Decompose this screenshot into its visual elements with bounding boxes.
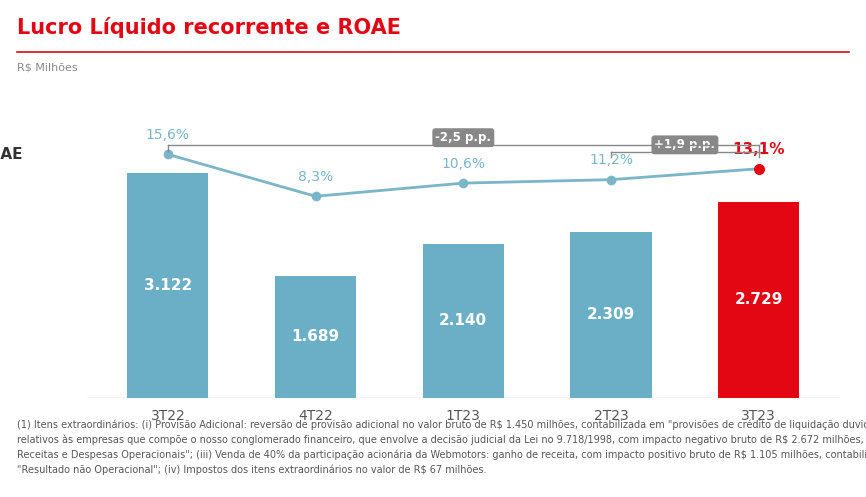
Text: ROAE: ROAE [0, 147, 23, 162]
Text: R$ Milhões: R$ Milhões [17, 62, 78, 72]
Text: 8,3%: 8,3% [298, 170, 333, 184]
Text: 1.689: 1.689 [292, 330, 339, 344]
Bar [275, 276, 356, 398]
Text: 13,1%: 13,1% [733, 142, 785, 157]
Text: (1) Itens extraordinários: (i) Provisão Adicional: reversão de provisão adiciona: (1) Itens extraordinários: (i) Provisão … [17, 420, 866, 430]
Bar [571, 232, 651, 398]
Text: 2.309: 2.309 [587, 307, 635, 322]
Text: 3.122: 3.122 [144, 278, 192, 293]
Text: +1,9 p.p.: +1,9 p.p. [655, 138, 715, 152]
Text: relativos às empresas que compõe o nosso conglomerado financeiro, que envolve a : relativos às empresas que compõe o nosso… [17, 435, 866, 445]
Text: 10,6%: 10,6% [442, 157, 485, 171]
Text: 15,6%: 15,6% [145, 128, 190, 142]
Bar [423, 244, 504, 398]
Text: 11,2%: 11,2% [589, 154, 633, 167]
Text: -2,5 p.p.: -2,5 p.p. [436, 131, 491, 144]
Text: 2.729: 2.729 [734, 292, 783, 307]
Text: "Resultado não Operacional"; (iv) Impostos dos itens extraordinários no valor de: "Resultado não Operacional"; (iv) Impost… [17, 465, 487, 475]
Bar [718, 202, 799, 398]
Bar [127, 173, 209, 398]
Text: Receitas e Despesas Operacionais"; (iii) Venda de 40% da participação acionária : Receitas e Despesas Operacionais"; (iii)… [17, 450, 866, 460]
Text: 2.140: 2.140 [439, 313, 488, 329]
Text: Lucro Líquido recorrente e ROAE: Lucro Líquido recorrente e ROAE [17, 17, 401, 38]
